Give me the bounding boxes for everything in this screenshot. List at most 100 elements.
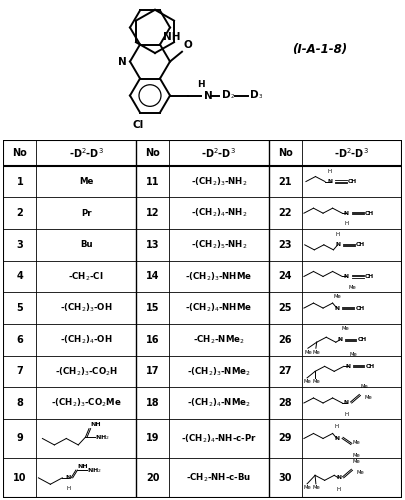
Text: (I-A-1-8): (I-A-1-8) [292, 42, 347, 56]
Text: Me: Me [342, 326, 350, 330]
Text: 4: 4 [17, 272, 23, 281]
Text: N: N [204, 90, 213, 101]
Text: 6: 6 [17, 334, 23, 344]
Text: Cl: Cl [132, 120, 144, 130]
Text: CH: CH [348, 179, 357, 184]
Text: H: H [335, 424, 339, 430]
Text: -(CH$_2$)$_3$-OH: -(CH$_2$)$_3$-OH [60, 302, 113, 314]
Text: CH: CH [365, 210, 374, 216]
Text: -(CH$_2$)$_4$-NHMe: -(CH$_2$)$_4$-NHMe [185, 302, 252, 314]
Text: -CH$_2$-Cl: -CH$_2$-Cl [68, 270, 104, 282]
Text: H: H [67, 486, 71, 491]
Text: -(CH$_2$)$_3$-CO$_2$Me: -(CH$_2$)$_3$-CO$_2$Me [51, 396, 122, 409]
Text: 27: 27 [279, 366, 292, 376]
Text: Me: Me [305, 350, 313, 354]
Text: -D$^2$-D$^3$: -D$^2$-D$^3$ [201, 146, 237, 160]
Text: Me: Me [304, 380, 312, 384]
Text: N: N [345, 364, 351, 369]
Text: Me: Me [352, 440, 360, 446]
Text: Me: Me [333, 294, 341, 299]
Text: 2: 2 [17, 208, 23, 218]
Text: -D$^2$-D$^3$: -D$^2$-D$^3$ [69, 146, 104, 160]
Text: 8: 8 [16, 398, 23, 408]
Text: N: N [118, 56, 127, 66]
Text: Me: Me [313, 350, 320, 354]
Text: No: No [13, 148, 27, 158]
Text: -(CH$_2$)$_4$-NH-c-Pr: -(CH$_2$)$_4$-NH-c-Pr [181, 432, 257, 444]
Text: H: H [336, 232, 340, 237]
Text: -(CH$_2$)$_3$-CO$_2$H: -(CH$_2$)$_3$-CO$_2$H [55, 365, 118, 378]
Text: 23: 23 [279, 240, 292, 250]
Text: CH: CH [358, 337, 367, 342]
Text: O: O [184, 40, 193, 50]
Text: 12: 12 [146, 208, 159, 218]
Text: D: D [250, 90, 259, 100]
Text: D: D [222, 90, 230, 100]
Text: 30: 30 [279, 473, 292, 483]
Text: -D$^2$-D$^3$: -D$^2$-D$^3$ [335, 146, 369, 160]
Text: 11: 11 [146, 176, 159, 186]
Text: H: H [197, 80, 205, 88]
Text: N: N [344, 210, 349, 216]
Text: H: H [344, 412, 349, 417]
Text: Me: Me [356, 470, 364, 476]
Text: Me: Me [350, 352, 358, 358]
Text: Pr: Pr [81, 208, 92, 218]
Text: -(CH$_2$)$_4$-NMe$_2$: -(CH$_2$)$_4$-NMe$_2$ [187, 396, 251, 409]
Text: NH: NH [77, 464, 88, 469]
Text: Me: Me [348, 286, 356, 290]
Text: 10: 10 [13, 473, 27, 483]
Text: -(CH$_2$)$_3$-NH$_2$: -(CH$_2$)$_3$-NH$_2$ [191, 176, 247, 188]
Text: 16: 16 [146, 334, 159, 344]
Text: H: H [344, 221, 349, 226]
Text: -CH$_2$-NMe$_2$: -CH$_2$-NMe$_2$ [193, 334, 245, 346]
Text: Me: Me [353, 459, 360, 464]
Text: N: N [344, 400, 349, 406]
Text: $^2$: $^2$ [230, 94, 235, 103]
Text: NH$_2$: NH$_2$ [87, 466, 102, 474]
Text: 22: 22 [279, 208, 292, 218]
Text: N: N [335, 436, 339, 441]
Text: 3: 3 [17, 240, 23, 250]
Text: 5: 5 [17, 303, 23, 313]
Text: N: N [344, 274, 349, 279]
Text: 20: 20 [146, 473, 159, 483]
Text: No: No [278, 148, 293, 158]
Text: -(CH$_2$)$_3$-NMe$_2$: -(CH$_2$)$_3$-NMe$_2$ [187, 365, 251, 378]
Text: 21: 21 [279, 176, 292, 186]
Text: -(CH$_2$)$_3$-NHMe: -(CH$_2$)$_3$-NHMe [185, 270, 252, 282]
Text: CH: CH [356, 242, 365, 248]
Text: -CH$_2$-NH-c-Bu: -CH$_2$-NH-c-Bu [186, 472, 252, 484]
Text: N: N [338, 337, 343, 342]
Text: NH: NH [163, 32, 181, 42]
Text: 7: 7 [17, 366, 23, 376]
Text: 1: 1 [17, 176, 23, 186]
Text: 25: 25 [279, 303, 292, 313]
Text: 9: 9 [17, 434, 23, 444]
Text: 29: 29 [279, 434, 292, 444]
Text: Me: Me [352, 454, 360, 458]
Text: NH$_2$: NH$_2$ [96, 432, 110, 442]
Text: 18: 18 [146, 398, 159, 408]
Text: Me: Me [364, 396, 372, 400]
Text: H: H [328, 168, 332, 173]
Text: CH: CH [355, 306, 364, 310]
Text: NH: NH [91, 422, 101, 427]
Text: CH: CH [366, 364, 375, 369]
Text: 13: 13 [146, 240, 159, 250]
Text: -(CH$_2$)$_4$-NH$_2$: -(CH$_2$)$_4$-NH$_2$ [191, 207, 247, 220]
Text: $^3$: $^3$ [258, 94, 263, 103]
Text: Me: Me [313, 486, 320, 490]
Text: N: N [336, 476, 341, 480]
Text: Me: Me [304, 486, 312, 490]
Text: Me: Me [313, 380, 320, 384]
Text: 19: 19 [146, 434, 159, 444]
Text: Me: Me [79, 177, 94, 186]
Text: 17: 17 [146, 366, 159, 376]
Text: CH: CH [365, 274, 374, 279]
Text: 14: 14 [146, 272, 159, 281]
Text: -(CH$_2$)$_4$-OH: -(CH$_2$)$_4$-OH [60, 334, 113, 346]
Text: N: N [327, 179, 333, 184]
Text: H: H [337, 487, 341, 492]
Text: N: N [335, 306, 339, 310]
